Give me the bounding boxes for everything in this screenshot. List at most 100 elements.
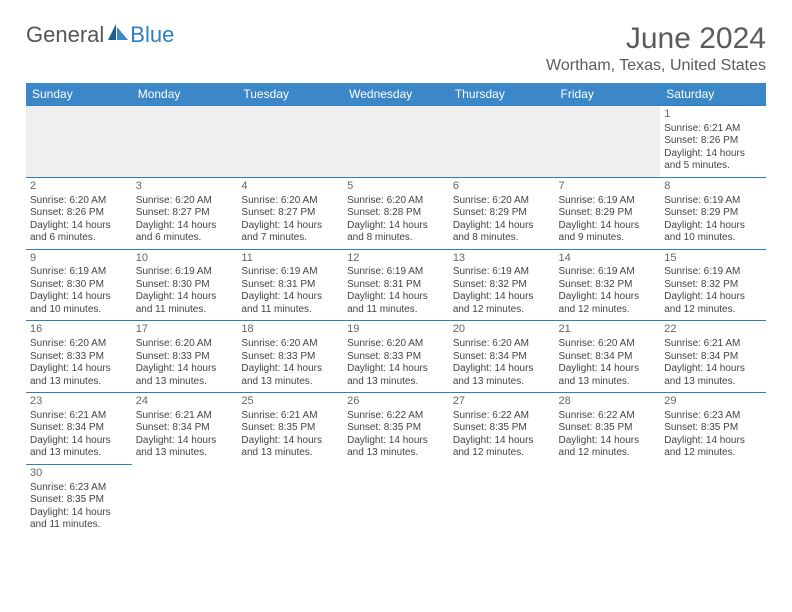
day-cell-4: 4Sunrise: 6:20 AMSunset: 8:27 PMDaylight… xyxy=(237,177,343,249)
daynum: 14 xyxy=(559,252,657,266)
week-5: 23Sunrise: 6:21 AMSunset: 8:34 PMDayligh… xyxy=(26,393,766,465)
sunrise: Sunrise: 6:20 AM xyxy=(241,195,339,208)
daylight: Daylight: 14 hours and 5 minutes. xyxy=(664,148,762,173)
dayhead-sat: Saturday xyxy=(660,83,766,106)
sunrise: Sunrise: 6:22 AM xyxy=(347,410,445,423)
daynum: 30 xyxy=(30,467,128,481)
daylight: Daylight: 14 hours and 10 minutes. xyxy=(664,220,762,245)
daylight: Daylight: 14 hours and 13 minutes. xyxy=(664,363,762,388)
sunset: Sunset: 8:32 PM xyxy=(559,279,657,292)
day-cell-19: 19Sunrise: 6:20 AMSunset: 8:33 PMDayligh… xyxy=(343,321,449,393)
sunset: Sunset: 8:35 PM xyxy=(453,422,551,435)
day-cell-12: 12Sunrise: 6:19 AMSunset: 8:31 PMDayligh… xyxy=(343,249,449,321)
sunrise: Sunrise: 6:23 AM xyxy=(30,482,128,495)
sunrise: Sunrise: 6:21 AM xyxy=(30,410,128,423)
daylight: Daylight: 14 hours and 11 minutes. xyxy=(347,291,445,316)
daynum: 4 xyxy=(241,180,339,194)
daylight: Daylight: 14 hours and 13 minutes. xyxy=(347,363,445,388)
sunset: Sunset: 8:35 PM xyxy=(30,494,128,507)
daylight: Daylight: 14 hours and 12 minutes. xyxy=(559,291,657,316)
day-cell-23: 23Sunrise: 6:21 AMSunset: 8:34 PMDayligh… xyxy=(26,393,132,465)
week-4: 16Sunrise: 6:20 AMSunset: 8:33 PMDayligh… xyxy=(26,321,766,393)
week-2: 2 Sunrise: 6:20 AM Sunset: 8:26 PM Daylight… xyxy=(26,177,766,249)
day-cell-28: 28Sunrise: 6:22 AMSunset: 8:35 PMDayligh… xyxy=(555,393,661,465)
day-cell-25: 25Sunrise: 6:21 AMSunset: 8:35 PMDayligh… xyxy=(237,393,343,465)
day-cell-10: 10Sunrise: 6:19 AMSunset: 8:30 PMDayligh… xyxy=(132,249,238,321)
sunset: Sunset: 8:33 PM xyxy=(347,351,445,364)
sunrise: Sunrise: 6:19 AM xyxy=(559,266,657,279)
sunset: Sunset: 8:29 PM xyxy=(664,207,762,220)
empty-cell xyxy=(343,106,449,178)
day-header-row: Sunday Monday Tuesday Wednesday Thursday… xyxy=(26,83,766,106)
daylight: Daylight: 14 hours and 8 minutes. xyxy=(347,220,445,245)
sunrise: Sunrise: 6:20 AM xyxy=(453,195,551,208)
dayhead-tue: Tuesday xyxy=(237,83,343,106)
daynum: 29 xyxy=(664,395,762,409)
daylight: Daylight: 14 hours and 12 minutes. xyxy=(559,435,657,460)
daylight: Daylight: 14 hours and 13 minutes. xyxy=(30,435,128,460)
sunrise: Sunrise: 6:21 AM xyxy=(241,410,339,423)
week-1: 1 Sunrise: 6:21 AM Sunset: 8:26 PM Dayli… xyxy=(26,106,766,178)
day-cell-7: 7Sunrise: 6:19 AMSunset: 8:29 PMDaylight… xyxy=(555,177,661,249)
daylight: Daylight: 14 hours and 13 minutes. xyxy=(347,435,445,460)
dayhead-wed: Wednesday xyxy=(343,83,449,106)
daylight: Daylight: 14 hours and 13 minutes. xyxy=(559,363,657,388)
day-cell-14: 14Sunrise: 6:19 AMSunset: 8:32 PMDayligh… xyxy=(555,249,661,321)
daynum: 20 xyxy=(453,323,551,337)
daylight: Daylight: 14 hours and 11 minutes. xyxy=(136,291,234,316)
day-cell-30: 30Sunrise: 6:23 AMSunset: 8:35 PMDayligh… xyxy=(26,464,132,535)
day-cell-8: 8Sunrise: 6:19 AMSunset: 8:29 PMDaylight… xyxy=(660,177,766,249)
sunset: Sunset: 8:27 PM xyxy=(241,207,339,220)
empty-cell xyxy=(449,464,555,535)
sunrise: Sunrise: 6:19 AM xyxy=(559,195,657,208)
sunset: Sunset: 8:30 PM xyxy=(30,279,128,292)
daylight: Daylight: 14 hours and 13 minutes. xyxy=(136,363,234,388)
sunset: Sunset: 8:35 PM xyxy=(664,422,762,435)
daylight: Daylight: 14 hours and 9 minutes. xyxy=(559,220,657,245)
title-block: June 2024 Wortham, Texas, United States xyxy=(546,22,766,75)
empty-cell xyxy=(449,106,555,178)
sunset: Sunset: 8:34 PM xyxy=(136,422,234,435)
sunrise: Sunrise: 6:20 AM xyxy=(30,338,128,351)
brand-part1: General xyxy=(26,22,104,48)
day-cell-21: 21Sunrise: 6:20 AMSunset: 8:34 PMDayligh… xyxy=(555,321,661,393)
sunrise: Sunrise: 6:22 AM xyxy=(559,410,657,423)
empty-cell xyxy=(132,464,238,535)
daynum: 9 xyxy=(30,252,128,266)
daynum: 2 xyxy=(30,180,128,194)
calendar-page: General Blue June 2024 Wortham, Texas, U… xyxy=(0,0,792,558)
day-cell-17: 17Sunrise: 6:20 AMSunset: 8:33 PMDayligh… xyxy=(132,321,238,393)
sunrise: Sunrise: 6:19 AM xyxy=(453,266,551,279)
calendar-table: Sunday Monday Tuesday Wednesday Thursday… xyxy=(26,83,766,536)
daynum: 21 xyxy=(559,323,657,337)
sunrise: Sunrise: 6:20 AM xyxy=(136,195,234,208)
sunset: Sunset: 8:31 PM xyxy=(347,279,445,292)
sunset: Sunset: 8:27 PM xyxy=(136,207,234,220)
daynum: 25 xyxy=(241,395,339,409)
dayhead-sun: Sunday xyxy=(26,83,132,106)
daylight: Daylight: 14 hours and 12 minutes. xyxy=(664,435,762,460)
day-cell-27: 27Sunrise: 6:22 AMSunset: 8:35 PMDayligh… xyxy=(449,393,555,465)
sunrise: Sunrise: 6:20 AM xyxy=(241,338,339,351)
daynum: 17 xyxy=(136,323,234,337)
sunset: Sunset: 8:26 PM xyxy=(30,207,128,220)
empty-cell xyxy=(555,464,661,535)
daynum: 5 xyxy=(347,180,445,194)
day-cell-20: 20Sunrise: 6:20 AMSunset: 8:34 PMDayligh… xyxy=(449,321,555,393)
sunrise: Sunrise: 6:19 AM xyxy=(347,266,445,279)
header: General Blue June 2024 Wortham, Texas, U… xyxy=(26,22,766,75)
sunset: Sunset: 8:30 PM xyxy=(136,279,234,292)
sunrise: Sunrise: 6:19 AM xyxy=(664,266,762,279)
daylight: Daylight: 14 hours and 11 minutes. xyxy=(30,507,128,532)
daynum: 6 xyxy=(453,180,551,194)
daylight: Daylight: 14 hours and 10 minutes. xyxy=(30,291,128,316)
sunset: Sunset: 8:35 PM xyxy=(347,422,445,435)
sunrise: Sunrise: 6:21 AM xyxy=(136,410,234,423)
sunset: Sunset: 8:33 PM xyxy=(30,351,128,364)
daylight: Daylight: 14 hours and 6 minutes. xyxy=(136,220,234,245)
daynum: 16 xyxy=(30,323,128,337)
location-text: Wortham, Texas, United States xyxy=(546,57,766,75)
sunrise: Sunrise: 6:19 AM xyxy=(664,195,762,208)
day-cell-13: 13Sunrise: 6:19 AMSunset: 8:32 PMDayligh… xyxy=(449,249,555,321)
sunrise: Sunrise: 6:19 AM xyxy=(30,266,128,279)
